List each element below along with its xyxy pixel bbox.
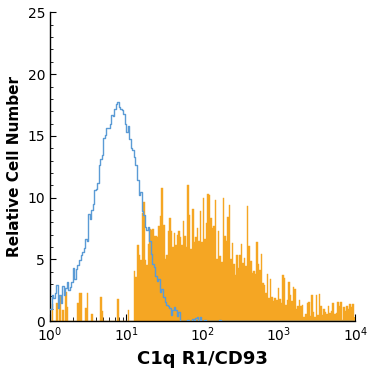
X-axis label: C1q R1/CD93: C1q R1/CD93 — [137, 350, 268, 368]
Y-axis label: Relative Cell Number: Relative Cell Number — [7, 76, 22, 257]
